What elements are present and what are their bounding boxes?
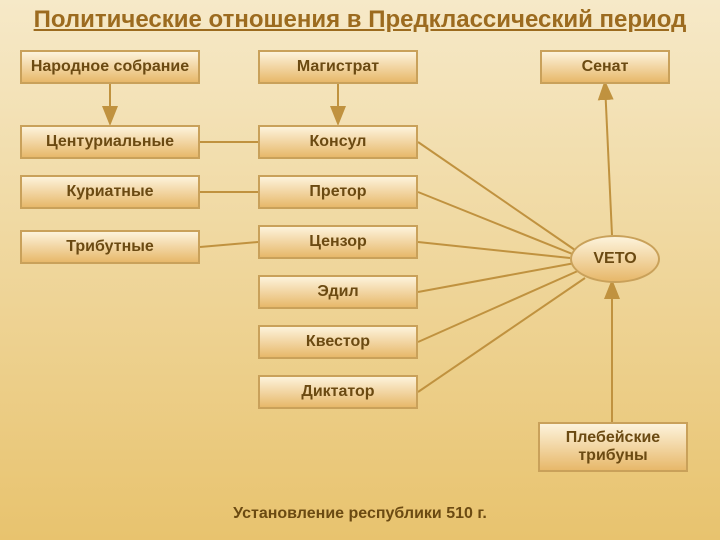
ellipse-veto: VETO	[570, 235, 660, 283]
box-трибуны: Плебейские трибуны	[538, 422, 688, 472]
box-mid-3: Эдил	[258, 275, 418, 309]
box-mid-4: Квестор	[258, 325, 418, 359]
box-mid-1: Претор	[258, 175, 418, 209]
box-сенат: Сенат	[540, 50, 670, 84]
page-title: Политические отношения в Предклассически…	[0, 6, 720, 34]
box-left-2: Трибутные	[20, 230, 200, 264]
box-mid-5: Диктатор	[258, 375, 418, 409]
box-left-0: Центуриальные	[20, 125, 200, 159]
footer-text: Установление республики 510 г.	[0, 505, 720, 523]
box-mid-0: Консул	[258, 125, 418, 159]
box-left-1: Куриатные	[20, 175, 200, 209]
box-магистрат: Магистрат	[258, 50, 418, 84]
box-mid-2: Цензор	[258, 225, 418, 259]
box-народное-собрание: Народное собрание	[20, 50, 200, 84]
